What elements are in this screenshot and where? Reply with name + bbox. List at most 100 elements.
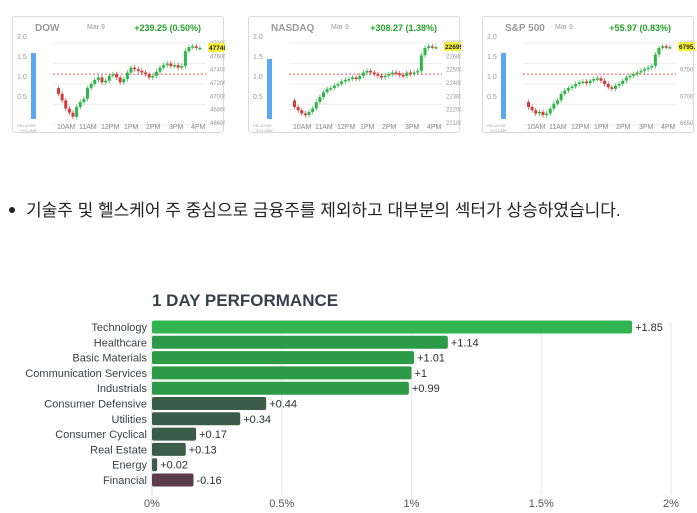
candle — [376, 74, 380, 76]
candle — [635, 72, 639, 75]
candle — [325, 88, 329, 93]
x-tick-label: 1% — [404, 498, 420, 510]
x-tick-label: 1.5% — [529, 498, 554, 510]
relative-volume-tick: 2.0 — [253, 34, 263, 41]
last-price: 22695.9 — [445, 44, 461, 51]
sp500-mini-chart[interactable]: 2.01.51.00.5RELATIVEVOLUME68006750670066… — [482, 16, 695, 133]
candle — [606, 84, 610, 88]
candle — [347, 79, 351, 81]
index-name: DOW — [35, 23, 60, 34]
performance-title: 1 DAY PERFORMANCE — [152, 291, 339, 310]
candle — [82, 98, 86, 103]
bar — [152, 320, 633, 334]
relative-volume-tick: 0.5 — [17, 94, 27, 101]
time-tick: 11AM — [549, 124, 567, 131]
last-price: 47740.8 — [209, 45, 225, 52]
candle — [624, 77, 628, 81]
candle — [67, 108, 71, 113]
candle — [617, 84, 621, 86]
time-tick: 12PM — [101, 124, 119, 131]
candle — [162, 65, 166, 68]
relative-volume-label: RELATIVE — [17, 123, 36, 128]
candle — [548, 108, 552, 114]
relative-volume-tick: 1.5 — [17, 54, 27, 61]
time-tick: 4PM — [661, 124, 676, 131]
last-price-tag — [678, 42, 695, 52]
relative-volume-tick: 2.0 — [487, 34, 497, 41]
candle — [588, 80, 592, 84]
nasdaq-mini-chart[interactable]: 2.01.51.00.5RELATIVEVOLUME22700226002250… — [248, 16, 461, 133]
time-tick: 1PM — [594, 124, 609, 131]
price-tick: 22100 — [446, 121, 461, 127]
time-tick: 10AM — [527, 124, 545, 131]
candle — [383, 75, 387, 78]
x-tick-label: 2% — [663, 498, 679, 510]
candle — [369, 70, 373, 73]
time-tick: 2PM — [382, 124, 397, 131]
candle — [358, 75, 362, 80]
dow-chart-canvas: 2.01.51.00.5RELATIVEVOLUME47800476004740… — [17, 34, 225, 133]
dow-header: DOW Mar 9 +239.25 (0.50%) — [35, 23, 219, 35]
candle — [303, 113, 307, 116]
candle — [650, 65, 654, 68]
price-tick: 6650 — [680, 121, 694, 127]
category-label: Financial — [103, 475, 147, 487]
candle — [380, 75, 383, 78]
value-label: +0.13 — [189, 444, 217, 456]
candle — [639, 70, 643, 73]
relative-volume-tick: 1.0 — [253, 74, 263, 81]
price-tick: 46800 — [210, 108, 225, 114]
bar — [152, 458, 158, 472]
candle — [545, 113, 549, 116]
bar — [152, 427, 197, 441]
last-price-tag — [444, 42, 461, 52]
candle — [653, 54, 657, 66]
candle — [661, 46, 665, 48]
time-tick: 2PM — [146, 124, 161, 131]
value-label: +1 — [415, 368, 428, 380]
candle — [398, 73, 402, 75]
candle — [556, 100, 559, 104]
candle — [198, 47, 202, 50]
category-label: Technology — [91, 322, 147, 334]
candle — [318, 97, 322, 103]
price-tick: 6700 — [680, 94, 694, 100]
candle — [176, 65, 180, 68]
candle — [632, 74, 636, 76]
candle — [86, 88, 89, 99]
dow-mini-chart[interactable]: 2.01.51.00.5RELATIVEVOLUME47800476004740… — [12, 16, 225, 133]
relative-volume-tick: 1.5 — [487, 54, 497, 61]
candle — [64, 100, 68, 109]
candle — [668, 47, 672, 49]
time-tick: 1PM — [360, 124, 375, 131]
candle — [365, 70, 369, 73]
time-tick: 3PM — [639, 124, 654, 131]
candle — [158, 67, 162, 72]
price-tick: 6750 — [680, 68, 694, 74]
value-label: +0.17 — [199, 429, 227, 441]
candle — [577, 82, 581, 84]
category-label: Communication Services — [25, 368, 147, 380]
candle — [293, 100, 296, 107]
candle — [89, 84, 93, 89]
candle — [351, 77, 354, 80]
candle — [530, 106, 534, 111]
candle — [118, 77, 122, 83]
candle — [322, 92, 325, 98]
candle — [147, 74, 151, 78]
relative-volume-tick: 2.0 — [17, 34, 27, 41]
time-tick: 1PM — [124, 124, 139, 131]
value-label: +0.02 — [160, 460, 188, 472]
price-tick: 22200 — [446, 108, 461, 114]
candle — [332, 85, 336, 89]
time-tick: 10AM — [293, 124, 311, 131]
candle — [574, 84, 578, 87]
index-change: +239.25 (0.50%) — [134, 23, 201, 33]
relative-volume-label: RELATIVE — [487, 123, 506, 128]
candle — [390, 72, 394, 75]
index-change: +55.97 (0.83%) — [609, 23, 671, 33]
candle — [187, 47, 191, 52]
category-label: Consumer Cyclical — [55, 429, 147, 441]
candle — [643, 69, 646, 71]
candle — [300, 110, 304, 114]
